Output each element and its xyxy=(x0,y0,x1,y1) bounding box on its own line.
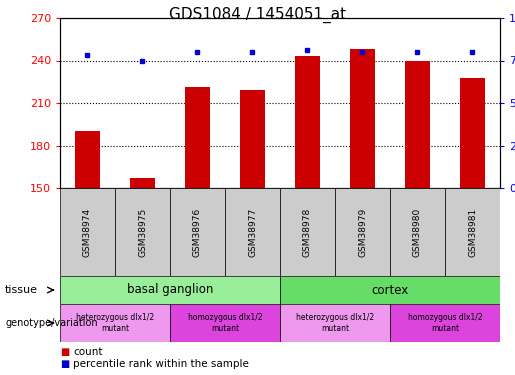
Text: GSM38979: GSM38979 xyxy=(358,207,367,256)
Text: ■: ■ xyxy=(60,359,69,369)
Bar xyxy=(280,188,335,276)
Text: genotype/variation: genotype/variation xyxy=(5,318,98,328)
Text: GSM38974: GSM38974 xyxy=(83,207,92,256)
Text: tissue: tissue xyxy=(5,285,38,295)
Bar xyxy=(350,49,375,188)
Text: GSM38981: GSM38981 xyxy=(468,207,477,256)
Bar xyxy=(225,188,280,276)
Bar xyxy=(115,188,170,276)
Bar xyxy=(240,90,265,188)
Bar xyxy=(170,188,225,276)
Bar xyxy=(75,131,100,188)
Bar xyxy=(280,276,500,304)
Bar xyxy=(185,87,210,188)
Bar xyxy=(295,56,320,188)
Bar xyxy=(60,188,115,276)
Bar xyxy=(335,188,390,276)
Text: GDS1084 / 1454051_at: GDS1084 / 1454051_at xyxy=(169,7,346,23)
Text: heterozygous dlx1/2
mutant: heterozygous dlx1/2 mutant xyxy=(76,313,154,333)
Text: homozygous dlx1/2
mutant: homozygous dlx1/2 mutant xyxy=(408,313,483,333)
Text: GSM38978: GSM38978 xyxy=(303,207,312,256)
Bar xyxy=(280,304,390,342)
Bar xyxy=(60,276,280,304)
Text: heterozygous dlx1/2
mutant: heterozygous dlx1/2 mutant xyxy=(296,313,374,333)
Bar xyxy=(405,60,430,188)
Text: GSM38976: GSM38976 xyxy=(193,207,202,256)
Text: GSM38975: GSM38975 xyxy=(138,207,147,256)
Text: GSM38977: GSM38977 xyxy=(248,207,257,256)
Text: count: count xyxy=(73,347,102,357)
Bar xyxy=(170,304,280,342)
Text: GSM38980: GSM38980 xyxy=(413,207,422,256)
Text: ■: ■ xyxy=(60,347,69,357)
Bar xyxy=(390,188,445,276)
Text: cortex: cortex xyxy=(371,284,408,297)
Text: homozygous dlx1/2
mutant: homozygous dlx1/2 mutant xyxy=(187,313,262,333)
Bar xyxy=(130,178,155,188)
Text: percentile rank within the sample: percentile rank within the sample xyxy=(73,359,249,369)
Text: basal ganglion: basal ganglion xyxy=(127,284,213,297)
Bar xyxy=(445,188,500,276)
Bar xyxy=(460,78,485,188)
Bar xyxy=(60,304,170,342)
Bar xyxy=(390,304,500,342)
